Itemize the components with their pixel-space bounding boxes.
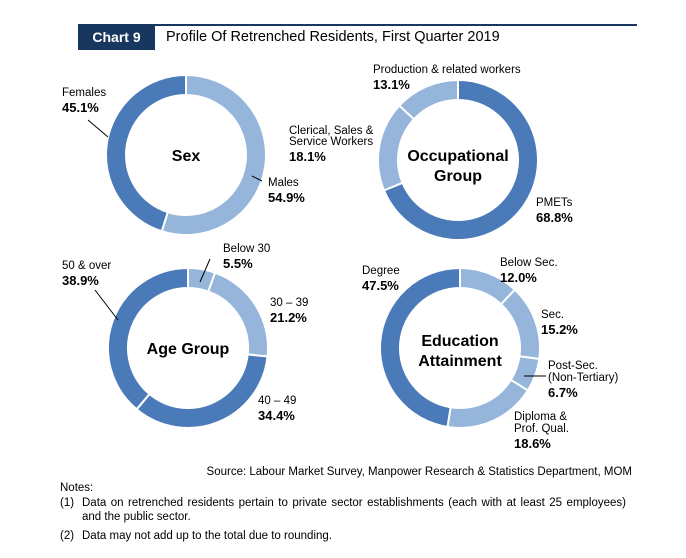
slice-label: Below 30	[223, 243, 270, 255]
notes-heading: Notes:	[60, 482, 94, 494]
donut-center-title: Occupational	[407, 148, 508, 165]
leader-line	[94, 289, 119, 321]
slice-value-label: 38.9%	[62, 273, 99, 288]
slice-label: Below Sec.	[500, 257, 558, 269]
notes-section: Notes: (1) Data on retrenched residents …	[60, 481, 626, 548]
chart-number-badge: Chart 9	[78, 24, 155, 50]
slice-value-label: 34.4%	[258, 408, 295, 423]
slice-value-label: 5.5%	[223, 256, 253, 271]
donut-center-title: Sex	[172, 148, 201, 165]
donut-center-title: Education	[421, 333, 498, 350]
leader-line	[251, 175, 263, 182]
note-number: (1)	[60, 497, 75, 509]
slice-label: PMETs	[536, 197, 573, 209]
slice-label: Males	[268, 177, 299, 189]
slice-value-label: 68.8%	[536, 210, 573, 225]
note-text: Data on retrenched residents pertain to …	[82, 497, 626, 523]
slice-label: 40 – 49	[258, 395, 296, 407]
slice-label: Diploma & Prof. Qual.	[514, 411, 569, 435]
leader-line	[87, 119, 109, 138]
header-rule	[78, 24, 637, 26]
donut-slice	[107, 266, 189, 411]
slice-value-label: 47.5%	[362, 278, 399, 293]
slice-label: Post-Sec. (Non-Tertiary)	[548, 360, 618, 384]
donut-slice	[105, 73, 187, 233]
donut-center-title: Age Group	[147, 341, 230, 358]
note-item: (1) Data on retrenched residents pertain…	[60, 496, 626, 524]
donut-chart: Below Sec.12.0% Sec.15.2% Post-Sec. (Non-Te…	[362, 257, 618, 451]
chart-title: Profile Of Retrenched Residents, First Q…	[166, 29, 500, 45]
slice-label: 30 – 39	[270, 297, 308, 309]
slice-label: Sec.	[541, 309, 564, 321]
slice-value-label: 18.6%	[514, 436, 551, 451]
donut-slice	[379, 266, 461, 429]
leader-line	[199, 258, 211, 283]
donut-slice	[135, 353, 269, 429]
donut-center-title: Attainment	[418, 353, 502, 370]
slice-value-label: 18.1%	[289, 149, 326, 164]
slice-label: Clerical, Sales & Service Workers	[289, 125, 374, 148]
donut-slice	[160, 73, 267, 236]
donut-slice	[382, 78, 539, 241]
slice-value-label: 13.1%	[373, 77, 410, 92]
slice-label: Degree	[362, 265, 400, 277]
slice-label: 50 & over	[62, 260, 111, 272]
note-number: (2)	[60, 530, 75, 542]
slice-value-label: 6.7%	[548, 385, 578, 400]
donut-slice	[499, 288, 541, 361]
source-note: Source: Labour Market Survey, Manpower R…	[206, 466, 632, 478]
slice-value-label: 15.2%	[541, 322, 578, 337]
slice-label: Production & related workers	[373, 64, 521, 76]
slice-value-label: 12.0%	[500, 270, 537, 285]
donut-center-title: Group	[434, 168, 482, 185]
note-text: Data may not add up to the total due to …	[82, 530, 332, 542]
slice-value-label: 21.2%	[270, 310, 307, 325]
slice-label: Females	[62, 87, 106, 99]
slice-value-label: 45.1%	[62, 100, 99, 115]
donut-slice	[397, 78, 459, 121]
slice-value-label: 54.9%	[268, 190, 305, 205]
note-item: (2) Data may not add up to the total due…	[60, 529, 626, 543]
